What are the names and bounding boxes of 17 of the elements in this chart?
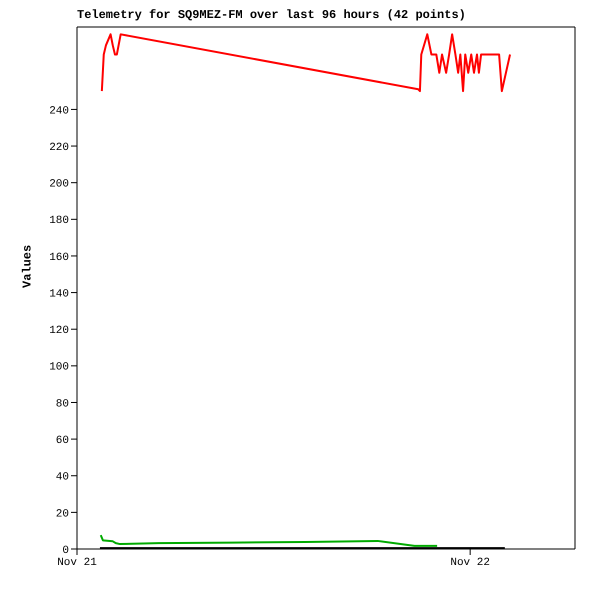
y-tick-label: 0 <box>62 544 69 557</box>
y-tick-label: 60 <box>56 435 69 448</box>
x-tick-label: Nov 22 <box>450 556 490 569</box>
y-tick-label: 20 <box>56 508 69 520</box>
y-tick-label: 220 <box>49 142 69 154</box>
y-tick-label: 120 <box>49 325 69 338</box>
y-tick-label: 160 <box>49 252 69 264</box>
y-tick-label: 180 <box>49 215 69 228</box>
x-tick-label: Nov 21 <box>57 556 98 569</box>
y-tick-label: 80 <box>56 398 69 410</box>
chart-title: Telemetry for SQ9MEZ-FM over last 96 hours (42 points) <box>77 8 467 24</box>
y-tick-label: 40 <box>56 472 69 484</box>
y-axis-title: Values <box>20 244 34 288</box>
y-tick-label: 100 <box>49 362 69 374</box>
y-tick-label: 200 <box>49 178 69 191</box>
y-tick-label: 240 <box>49 105 69 118</box>
y-tick-label: 140 <box>49 288 69 300</box>
